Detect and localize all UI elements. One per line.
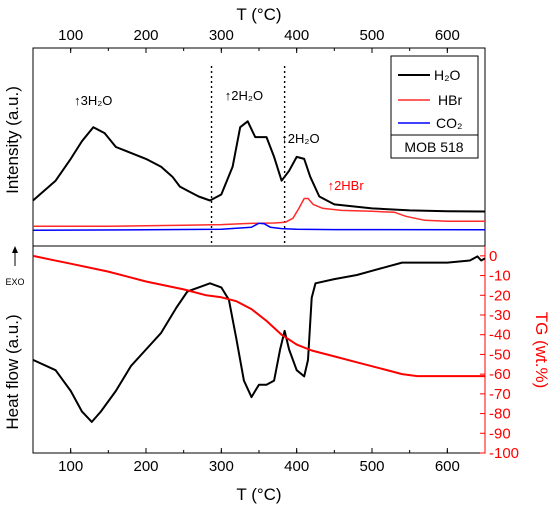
right-y-tick-label--50: -50 — [489, 346, 511, 363]
sample-label-frame — [390, 134, 479, 159]
top-x-tick-label-600: 600 — [435, 27, 460, 44]
top-x-tick-label-500: 500 — [359, 27, 384, 44]
exo-indicator: EXO — [5, 246, 25, 287]
annotation-label-0: ↑3H₂O — [74, 93, 112, 108]
bottom-x-tick-label-400: 400 — [284, 458, 309, 475]
legend: H₂O HBr CO₂ — [390, 55, 479, 136]
sample-label-text: MOB 518 — [404, 139, 463, 155]
top-x-tick-label-100: 100 — [58, 27, 83, 44]
right-y-tick-label--10: -10 — [489, 268, 511, 285]
top-y-axis-title: Intensity (a.u.) — [3, 86, 22, 194]
bottom-x-axis-title: T (°C) — [236, 485, 281, 504]
vertical-dotted-lines — [210, 66, 286, 246]
tg-line — [32, 254, 485, 378]
exo-arrow-head — [12, 246, 18, 253]
peak-annotations: ↑3H₂O ↑2H₂O ↑2H₂O ↑2HBr — [74, 88, 364, 193]
heat-flow-line — [32, 255, 486, 423]
series-line-h2o — [32, 120, 486, 213]
right-y-tick-label-0: 0 — [489, 248, 497, 265]
top-panel-series — [32, 120, 486, 231]
top-x-tick-label-300: 300 — [209, 27, 234, 44]
right-y-tick-label--90: -90 — [489, 425, 511, 442]
top-x-axis-title: T (°C) — [236, 5, 281, 24]
right-y-axis-ticks: 0 -10 -20 -30 -40 -50 -60 -70 -80 -90 -100 — [480, 246, 519, 462]
sample-label-box: MOB 518 — [390, 134, 479, 159]
right-y-axis-title: TG (wt.%) — [532, 312, 550, 389]
bottom-x-tick-label-100: 100 — [58, 458, 83, 475]
right-y-tick-label--40: -40 — [489, 327, 511, 344]
right-y-tick-label--60: -60 — [489, 366, 511, 383]
exo-label: EXO — [5, 277, 24, 287]
legend-label-h2o: H₂O — [434, 67, 461, 83]
right-y-tick-label--80: -80 — [489, 406, 511, 423]
legend-box — [390, 55, 479, 136]
right-y-tick-label--100: -100 — [489, 445, 519, 462]
legend-label-co2: CO₂ — [436, 115, 462, 131]
bottom-x-tick-label-300: 300 — [209, 458, 234, 475]
bottom-x-axis-ticks: 100 200 300 400 500 600 — [32, 448, 486, 475]
right-y-tick-label--30: -30 — [489, 307, 511, 324]
series-line-co2 — [32, 222, 486, 231]
bottom-panel-frame — [32, 245, 486, 454]
annotation-label-2: ↑2H₂O — [281, 131, 319, 146]
annotation-label-1: ↑2H₂O — [225, 88, 263, 103]
right-y-tick-label--20: -20 — [489, 287, 511, 304]
series-line-hbr — [33, 197, 485, 227]
bottom-y-axis-title: Heat flow (a.u.) — [3, 314, 22, 429]
right-y-tick-label--70: -70 — [489, 386, 511, 403]
bottom-x-tick-label-500: 500 — [359, 458, 384, 475]
top-x-tick-label-400: 400 — [284, 27, 309, 44]
bottom-panel-series — [32, 254, 486, 423]
bottom-x-tick-label-200: 200 — [133, 458, 158, 475]
top-x-tick-label-200: 200 — [133, 27, 158, 44]
top-x-axis-ticks: 100 200 300 400 500 600 — [32, 27, 486, 53]
bottom-x-tick-label-600: 600 — [435, 458, 460, 475]
annotation-label-3: ↑2HBr — [328, 178, 365, 193]
legend-label-hbr: HBr — [438, 92, 462, 108]
